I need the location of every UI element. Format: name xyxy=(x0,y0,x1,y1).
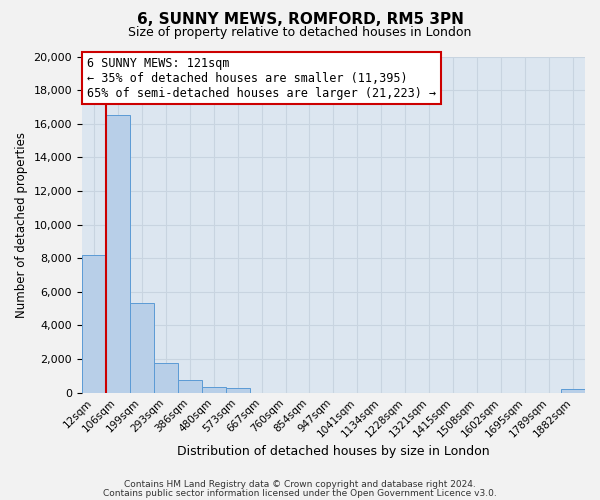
Text: 6 SUNNY MEWS: 121sqm
← 35% of detached houses are smaller (11,395)
65% of semi-d: 6 SUNNY MEWS: 121sqm ← 35% of detached h… xyxy=(87,56,436,100)
Bar xyxy=(202,387,226,392)
Text: 6, SUNNY MEWS, ROMFORD, RM5 3PN: 6, SUNNY MEWS, ROMFORD, RM5 3PN xyxy=(137,12,463,28)
Y-axis label: Number of detached properties: Number of detached properties xyxy=(15,132,28,318)
Bar xyxy=(178,380,202,392)
Bar xyxy=(82,255,106,392)
Text: Contains HM Land Registry data © Crown copyright and database right 2024.: Contains HM Land Registry data © Crown c… xyxy=(124,480,476,489)
X-axis label: Distribution of detached houses by size in London: Distribution of detached houses by size … xyxy=(177,444,490,458)
Text: Contains public sector information licensed under the Open Government Licence v3: Contains public sector information licen… xyxy=(103,488,497,498)
Bar xyxy=(561,389,585,392)
Bar xyxy=(106,116,130,392)
Bar xyxy=(226,388,250,392)
Bar xyxy=(154,363,178,392)
Bar xyxy=(130,304,154,392)
Text: Size of property relative to detached houses in London: Size of property relative to detached ho… xyxy=(128,26,472,39)
